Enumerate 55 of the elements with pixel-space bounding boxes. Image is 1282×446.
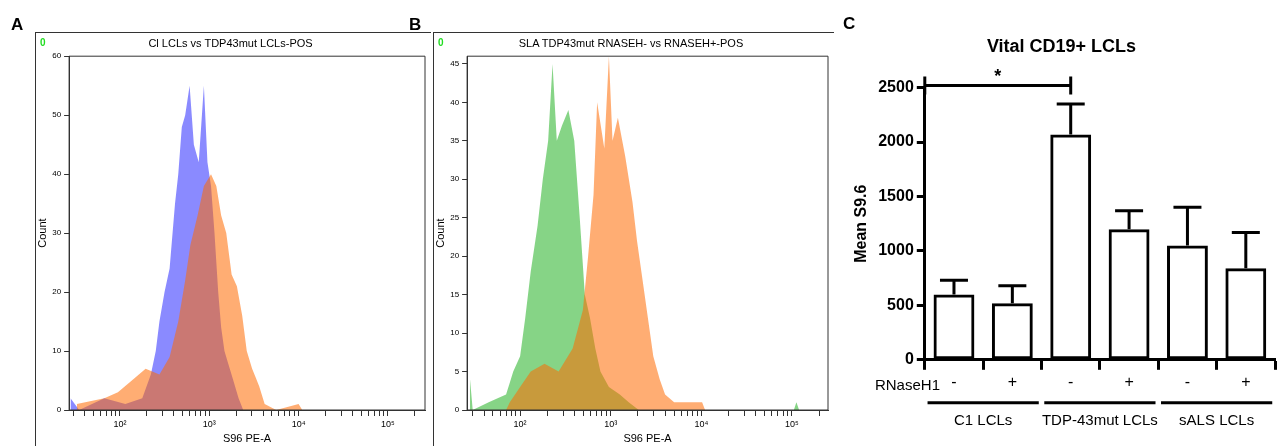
y-tick-label: 1000 [878,241,914,259]
text: A [11,15,24,35]
y-tick-label: 2500 [878,78,914,96]
y-tick-label: 30 [450,174,460,184]
x-tick-label: 10² [513,418,527,429]
chart-title: Vital CD19+ LCLs [986,35,1137,56]
x-tick-label: 10² [113,418,127,429]
x-tick-label: 10⁴ [694,418,709,429]
x-axis-title: S96 PE-A [222,432,272,445]
x-tick-label: 10⁴ [291,418,306,429]
y-axis-title: Count [433,218,446,248]
y-tick-label: 500 [887,295,914,313]
x-tick-label: 10⁵ [785,418,800,429]
text: C1 LCLs [953,410,1013,428]
y-tick-label: 45 [450,59,460,69]
y-tick-label: 0 [454,405,460,415]
chart-title: SLA TDP43mut RNASEH- vs RNASEH+-POS [518,36,744,49]
x-tick-label: 10³ [202,418,216,429]
x-tick-label: + [1007,372,1018,390]
x-tick-label: 10⁵ [381,418,396,429]
y-axis-title: Count [35,218,48,248]
x-tick-label: + [1241,372,1251,390]
y-tick-label: 0 [56,405,62,415]
text: C [843,14,856,34]
y-tick-label: 40 [450,97,460,107]
y-tick-label: 20 [450,251,460,261]
y-tick-label: 10 [450,328,460,338]
text: 0 [438,37,444,48]
y-tick-label: 5 [454,366,460,376]
chart-title: Cl LCLs vs TDP43mut LCLs-POS [148,36,313,49]
x-tick-label: - [1068,372,1074,390]
y-tick-label: 1500 [878,186,914,204]
y-tick-label: 25 [450,212,460,222]
text: B [409,15,422,35]
y-tick-label: 10 [52,346,62,356]
x-tick-label: - [1184,372,1191,390]
y-axis-title: Mean S9.6 [852,184,870,263]
y-tick-label: 30 [52,228,62,238]
x-tick-label: - [951,372,957,390]
text: RNaseH1 [874,375,940,393]
y-tick-label: 60 [52,51,62,61]
y-tick-label: 15 [450,289,460,299]
y-tick-label: 2000 [878,132,914,150]
x-tick-label: + [1124,372,1134,390]
x-axis-title: S96 PE-A [623,432,673,445]
text: TDP-43mut LCLs [1041,410,1158,428]
y-tick-label: 40 [52,169,62,179]
y-tick-label: 35 [450,136,460,146]
text: * [994,65,1002,86]
x-tick-label: 10³ [604,418,618,429]
text: 0 [40,37,46,48]
y-tick-label: 0 [904,350,914,368]
y-tick-label: 50 [52,110,62,120]
text: sALS LCLs [1179,410,1255,428]
y-tick-label: 20 [52,287,62,297]
